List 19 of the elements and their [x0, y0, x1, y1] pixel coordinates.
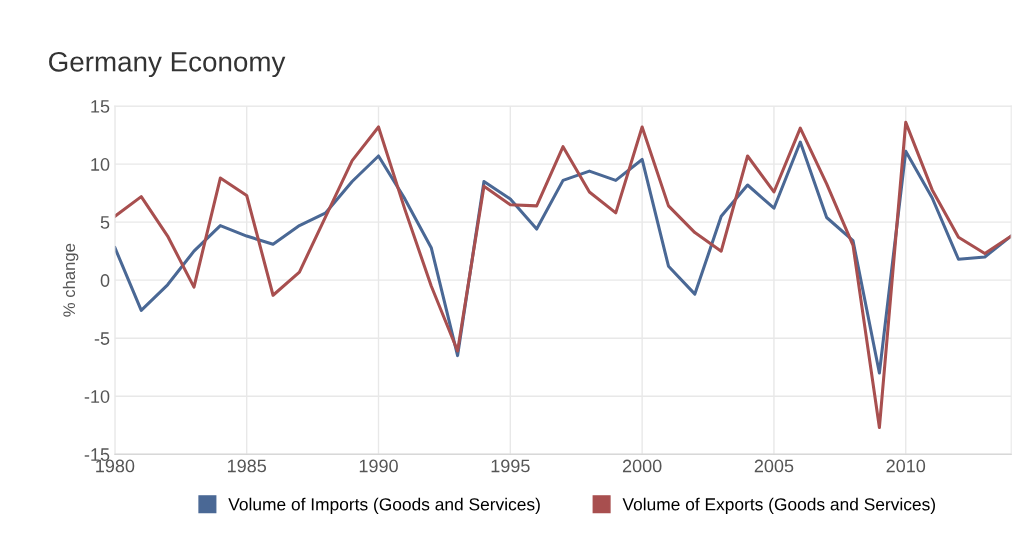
- line-series: [114, 120, 1012, 430]
- x-tick-label: 2005: [754, 459, 794, 473]
- chart-title: Germany Economy: [49, 51, 286, 78]
- y-tick-label: -15: [84, 448, 110, 461]
- y-tick-label: -10: [84, 390, 110, 403]
- y-tick-label: 5: [100, 216, 110, 229]
- y-axis-title: % change: [62, 243, 79, 317]
- y-tick-label: 15: [91, 100, 110, 113]
- y-tick-label: -5: [94, 332, 110, 345]
- x-tick-label: 2010: [886, 459, 926, 473]
- legend-label: Volume of Imports (Goods and Services): [228, 497, 540, 514]
- y-tick-label: 0: [100, 274, 110, 287]
- y-tick-label: 10: [91, 158, 110, 171]
- x-tick-label: 1980: [96, 459, 135, 473]
- x-tick-label: 2000: [622, 459, 662, 473]
- x-tick-label: 1985: [227, 459, 267, 473]
- x-tick-label: 1990: [359, 459, 398, 473]
- legend-label: Volume of Exports (Goods and Services): [622, 497, 935, 514]
- x-tick-label: 1995: [491, 459, 530, 473]
